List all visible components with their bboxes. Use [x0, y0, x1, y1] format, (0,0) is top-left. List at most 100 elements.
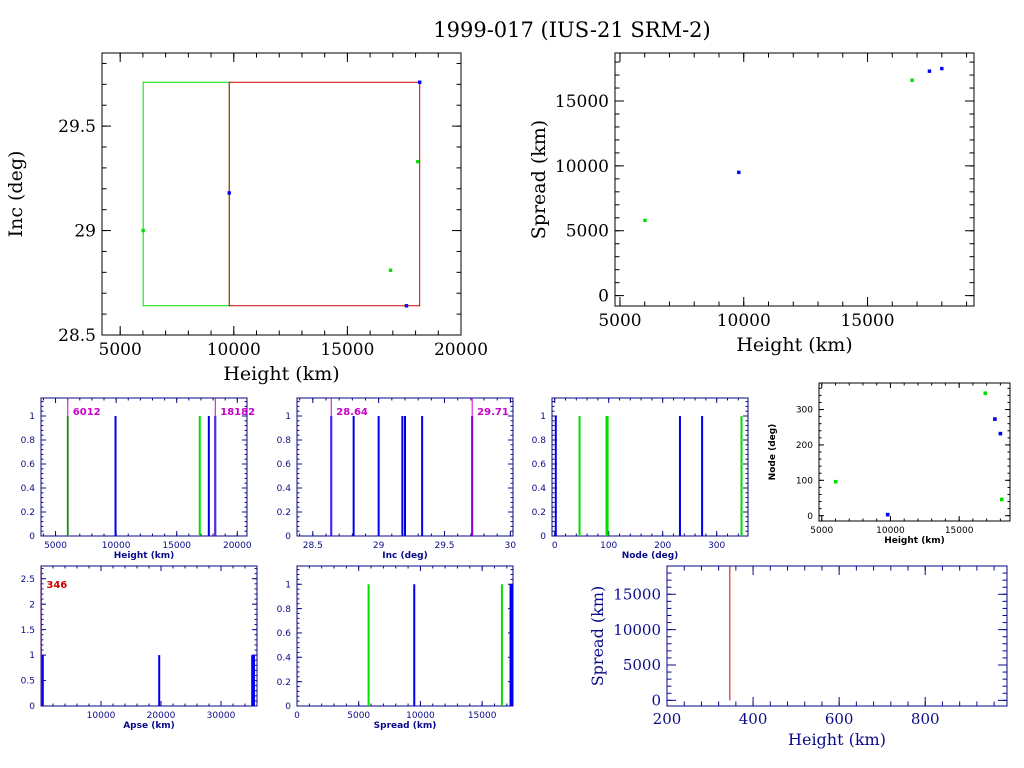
data-point [927, 69, 932, 73]
y-tick-label: 0.6 [277, 460, 292, 470]
x-tick-label: 100 [600, 541, 617, 551]
x-tick-label: 29.5 [434, 541, 454, 551]
y-axis-label: Node (deg) [768, 424, 778, 481]
y-tick-label: 0.4 [277, 653, 292, 663]
range-marker-label: 29.71 [477, 407, 509, 418]
y-tick-label: 28.5 [58, 326, 96, 346]
range-marker-label: 28.64 [336, 407, 368, 418]
chart-spread_vs_height_top: 5000 10000 15000 0 5000 10000 15000 Height (km)… [528, 52, 975, 356]
chart-hist_spread: 0 5000 10000 15000 0 0.2 0.4 0.6 0.8 1 Spread (km) [277, 565, 514, 731]
data-point [998, 431, 1003, 436]
x-tick-label: 10000 [717, 311, 771, 331]
y-tick-label: 0.8 [532, 436, 547, 446]
plot-frame [40, 397, 248, 537]
y-tick-label: 0 [540, 532, 546, 542]
range-box [142, 81, 230, 307]
x-axis-label: Height (km) [223, 363, 339, 385]
y-tick-label: 1 [540, 412, 546, 422]
y-tick-label: 200 [796, 441, 813, 451]
x-tick-label: 200 [654, 541, 671, 551]
y-tick-label: 10000 [555, 157, 609, 177]
x-tick-label: 15000 [162, 541, 191, 551]
data-point [940, 66, 944, 71]
plot-frame [296, 565, 514, 707]
y-tick-label: 0 [285, 702, 291, 712]
x-tick-label: 400 [739, 710, 768, 728]
y-tick-label: 0.6 [532, 460, 547, 470]
x-tick-label: 30000 [207, 711, 236, 721]
x-tick-label: 20000 [147, 711, 176, 721]
plot-frame [666, 565, 1008, 707]
y-tick-label: 1.5 [21, 626, 35, 636]
x-axis-label: Height (km) [788, 730, 886, 749]
plot-frame [551, 397, 749, 537]
x-axis-label: Spread (km) [374, 721, 437, 731]
x-tick-label: 5000 [810, 526, 833, 536]
x-tick-label: 10000 [406, 711, 435, 721]
y-tick-label: 5000 [566, 222, 609, 242]
x-axis-label: Apse (km) [123, 721, 175, 731]
x-tick-label: 0 [552, 541, 558, 551]
x-tick-label: 5000 [99, 340, 142, 360]
y-axis-label: Spread (km) [588, 586, 607, 687]
x-axis-label: Height (km) [884, 536, 945, 546]
y-tick-label: 0.2 [277, 678, 291, 688]
x-axis-label: Node (deg) [622, 551, 679, 561]
x-tick-label: 300 [708, 541, 725, 551]
data-point [737, 170, 741, 175]
x-tick-label: 15000 [840, 311, 894, 331]
chart-hist_inc: 28.5 29 29.5 30 0 0.2 0.4 0.6 0.8 1 Inc (deg) 28.64… [277, 397, 517, 561]
plot-frame [614, 52, 975, 307]
y-tick-label: 0.8 [277, 605, 292, 615]
x-tick-label: 0 [294, 711, 300, 721]
data-point [388, 268, 393, 272]
x-tick-label: 30 [505, 541, 517, 551]
x-tick-label: 5000 [44, 541, 67, 551]
y-tick-label: 0.2 [277, 508, 291, 518]
y-tick-label: 0.8 [277, 436, 292, 446]
x-tick-label: 15000 [468, 711, 497, 721]
y-tick-label: 2 [29, 600, 35, 610]
x-axis-label: Height (km) [736, 334, 852, 356]
chart-node_vs_height: 5000 10000 15000 0 100 200 300 Height (km) Node … [768, 382, 1011, 546]
y-tick-label: 29.5 [58, 117, 96, 137]
y-axis-label: Inc (deg) [5, 151, 27, 238]
page-title: 1999-017 (IUS-21 SRM-2) [433, 18, 710, 42]
y-tick-label: 15000 [555, 92, 609, 112]
plot-frame [818, 382, 1011, 522]
y-tick-label: 0 [29, 702, 35, 712]
plot-frame [40, 565, 258, 707]
range-marker-label: 18182 [220, 407, 255, 418]
data-point [643, 218, 647, 223]
x-tick-label: 10000 [87, 711, 116, 721]
y-tick-label: 0.6 [21, 460, 36, 470]
y-tick-label: 1 [285, 580, 291, 590]
x-tick-label: 800 [911, 710, 940, 728]
range-marker-label: 6012 [73, 407, 101, 418]
x-tick-label: 10000 [102, 541, 131, 551]
data-point [227, 191, 231, 195]
y-tick-label: 0.5 [21, 677, 35, 687]
y-tick-label: 0.2 [21, 508, 35, 518]
data-point [417, 80, 422, 84]
chart-inc_vs_height: 5000 10000 15000 20000 28.5 29 29.5 Height (km)… [5, 52, 488, 385]
x-tick-label: 28.5 [303, 541, 323, 551]
y-tick-label: 1 [29, 651, 35, 661]
y-tick-label: 0 [285, 532, 291, 542]
y-tick-label: 0.6 [277, 629, 292, 639]
chart-hist_height: 5000 10000 15000 20000 0 0.2 0.4 0.6 0.8 1 Height … [21, 397, 255, 561]
y-tick-label: 1 [285, 412, 291, 422]
x-tick-label: 5000 [598, 311, 641, 331]
data-point [993, 417, 997, 421]
y-tick-label: 0.4 [21, 484, 36, 494]
y-tick-label: 300 [796, 406, 813, 416]
y-tick-label: 100 [796, 476, 813, 486]
y-tick-label: 0.2 [532, 508, 546, 518]
data-point [141, 228, 145, 233]
x-tick-label: 20000 [434, 340, 488, 360]
y-tick-label: 0 [598, 287, 609, 307]
chart-hist_apse: 10000 20000 30000 0 0.5 1 1.5 2 2.5 Apse (km) 346 [21, 565, 258, 731]
x-tick-label: 15000 [945, 526, 974, 536]
plot-frame [101, 52, 462, 336]
